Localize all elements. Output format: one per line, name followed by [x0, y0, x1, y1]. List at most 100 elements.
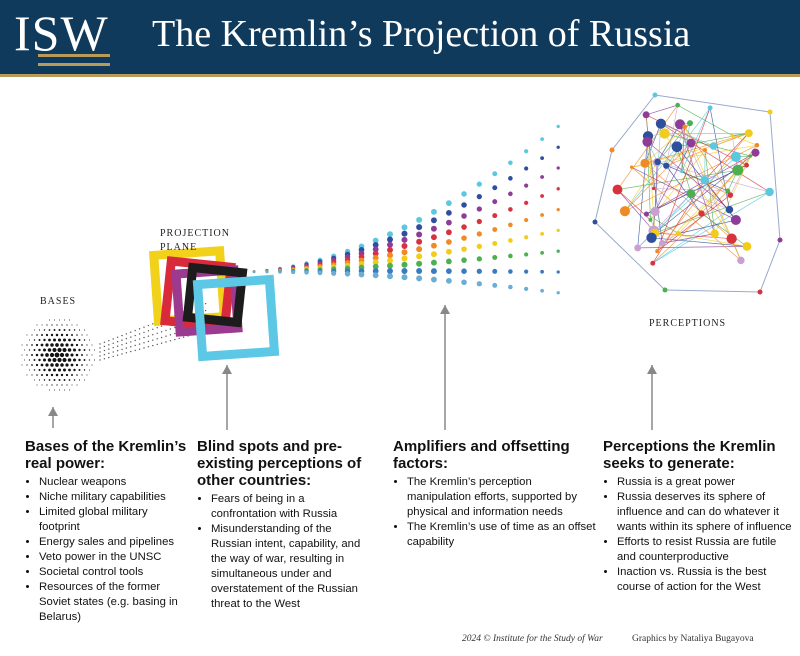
trail-dot [156, 327, 158, 329]
wire [652, 209, 730, 264]
ray-dot [508, 160, 513, 166]
node [744, 162, 749, 168]
ray-dot [508, 253, 513, 259]
bullet: Societal control tools [39, 565, 190, 580]
node [727, 192, 734, 198]
wire [676, 146, 692, 194]
halftone-dot [73, 379, 76, 381]
ray-dot [358, 271, 365, 278]
wire [657, 194, 731, 252]
wire [647, 141, 730, 210]
halftone-dot [26, 364, 28, 366]
halftone-dot [33, 349, 36, 351]
ray-dot [492, 171, 498, 177]
ray-dot [461, 213, 467, 219]
node [634, 244, 642, 252]
wire [656, 124, 681, 163]
ray-dot [492, 199, 498, 205]
halftone-dot [81, 354, 83, 356]
ray-dot [476, 281, 482, 287]
ray-dot [401, 268, 408, 275]
trail-dot [174, 332, 176, 335]
column: Bases of the Kremlin’s real power:Nuclea… [25, 438, 190, 625]
trail-dot [152, 328, 154, 330]
ray-dot [401, 255, 408, 262]
trail-dot [152, 344, 154, 347]
ray-dot [401, 274, 408, 281]
halftone-dot [50, 373, 54, 377]
node [725, 188, 731, 194]
ray-dot [278, 270, 282, 274]
bullet-list: Fears of being in a confrontation with R… [197, 492, 372, 612]
wire [617, 169, 738, 190]
wire [624, 146, 678, 212]
halftone-dot [78, 358, 81, 362]
ray-dot [461, 224, 467, 230]
bullet-list: The Kremlin’s perception manipulation ef… [393, 475, 598, 550]
ray-dot [372, 268, 379, 274]
ray-dot [446, 248, 452, 255]
wire [656, 107, 711, 252]
halftone-dot [81, 374, 83, 376]
halftone-dot [31, 344, 33, 346]
trail-dot [169, 334, 172, 336]
ray-dot [524, 269, 529, 274]
trail-dot [121, 339, 123, 341]
halftone-dot [43, 379, 46, 381]
ray-dot [508, 238, 513, 243]
halftone-dot [71, 384, 73, 386]
bullet: Fears of being in a confrontation with R… [211, 492, 372, 522]
ray-dot [492, 227, 498, 233]
ray-dot [461, 257, 467, 263]
logo-bars [38, 54, 110, 66]
halftone-dot [46, 324, 48, 326]
trail-dot [160, 336, 163, 339]
halftone-dot [57, 347, 62, 353]
bullet: Efforts to resist Russia are futile and … [617, 535, 793, 565]
ray-dot [430, 234, 437, 241]
node [609, 147, 615, 153]
wire [665, 105, 679, 166]
trail-dot [138, 348, 141, 350]
halftone-dot [26, 334, 28, 336]
node [686, 189, 696, 199]
node [652, 92, 658, 98]
ray-dot [524, 217, 529, 223]
ray-dot [556, 207, 560, 212]
trail-dot [147, 340, 150, 343]
halftone-dot [60, 373, 64, 377]
halftone-dot [35, 363, 39, 367]
node [643, 211, 649, 217]
node [651, 186, 656, 191]
trail-dot [99, 351, 101, 353]
ray-dot [508, 207, 513, 212]
wire [678, 219, 736, 234]
node [642, 136, 653, 147]
halftone-dot [65, 333, 69, 337]
trail-dot [134, 349, 136, 352]
node [655, 249, 660, 254]
trail-dot [99, 355, 101, 357]
node [662, 287, 668, 293]
bullet: The Kremlin’s use of time as an offset c… [407, 520, 598, 550]
halftone-dot [66, 384, 68, 386]
trail-dot [152, 323, 154, 325]
trail-dot [103, 349, 106, 352]
ray-dot [556, 249, 560, 253]
trail-dot [108, 356, 110, 359]
node [710, 229, 719, 238]
wire [660, 123, 714, 147]
wire [713, 132, 749, 147]
ray-dot [446, 219, 452, 226]
ray-dot [540, 156, 544, 160]
ray-dot [524, 166, 529, 171]
node [742, 241, 752, 251]
bullet: Inaction vs. Russia is the best course o… [617, 565, 793, 595]
projection-label: PLANE [160, 242, 198, 253]
trail-dot [125, 337, 128, 340]
trail-dot [130, 331, 132, 333]
trail-dot [143, 326, 145, 328]
halftone-dot [86, 364, 88, 366]
wire [690, 193, 730, 210]
